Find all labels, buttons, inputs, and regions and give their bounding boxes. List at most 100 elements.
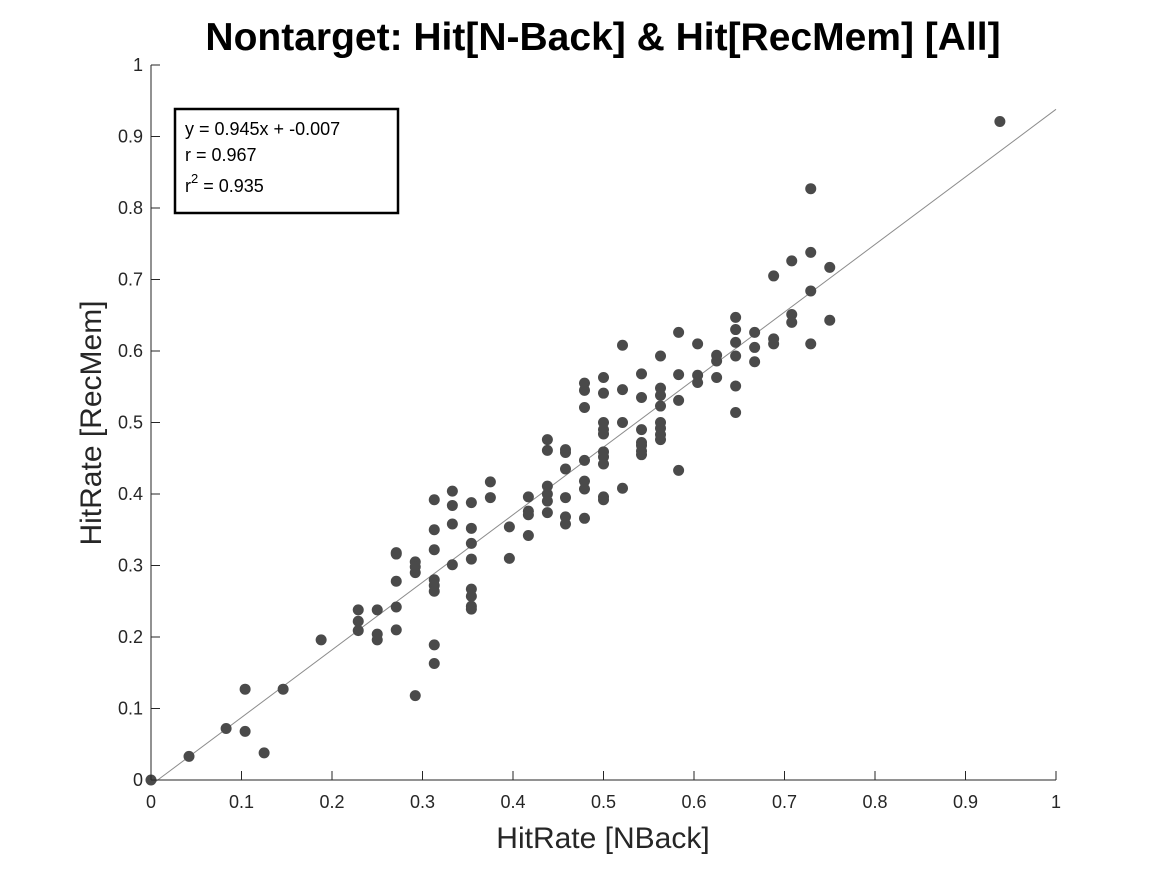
data-point bbox=[428, 657, 440, 669]
data-point bbox=[655, 350, 667, 362]
regression-equation: y = 0.945x + -0.007 bbox=[185, 119, 340, 139]
data-point bbox=[390, 575, 402, 587]
data-point bbox=[805, 183, 817, 195]
data-point bbox=[465, 590, 477, 602]
data-point bbox=[636, 368, 648, 380]
data-point bbox=[522, 529, 534, 541]
data-point bbox=[673, 394, 685, 406]
data-point bbox=[541, 507, 553, 519]
data-point bbox=[636, 424, 648, 436]
y-tick-label: 0.3 bbox=[118, 556, 143, 576]
data-point bbox=[484, 476, 496, 488]
stats-box-border bbox=[173, 107, 400, 215]
data-point bbox=[673, 464, 685, 476]
y-tick-label: 0.9 bbox=[118, 127, 143, 147]
data-point bbox=[371, 604, 383, 616]
data-point bbox=[617, 339, 629, 351]
x-tick-label: 0.5 bbox=[591, 792, 616, 812]
data-point bbox=[598, 458, 609, 470]
data-point bbox=[692, 376, 704, 388]
data-point bbox=[465, 553, 477, 565]
data-point bbox=[559, 492, 571, 504]
data-point bbox=[617, 482, 629, 494]
data-point bbox=[598, 428, 609, 440]
data-point bbox=[465, 537, 477, 549]
data-point bbox=[503, 552, 515, 564]
data-point bbox=[730, 380, 742, 392]
data-point bbox=[749, 341, 761, 353]
data-point bbox=[409, 690, 421, 702]
data-point bbox=[239, 725, 251, 737]
r-squared-exponent: 2 bbox=[191, 171, 198, 186]
data-point bbox=[730, 311, 742, 323]
data-point bbox=[617, 417, 629, 428]
y-tick-label: 0.6 bbox=[118, 341, 143, 361]
data-point bbox=[768, 338, 780, 350]
data-point bbox=[655, 434, 667, 446]
data-point bbox=[390, 624, 402, 636]
data-points bbox=[145, 115, 1006, 786]
y-tick-label: 0.8 bbox=[118, 198, 143, 218]
x-tick-label: 0.8 bbox=[862, 792, 887, 812]
data-point bbox=[541, 444, 553, 456]
data-point bbox=[824, 261, 836, 273]
data-point bbox=[428, 544, 440, 556]
x-tick-label: 0.4 bbox=[500, 792, 525, 812]
x-tick-label: 0.6 bbox=[681, 792, 706, 812]
data-point bbox=[692, 338, 704, 350]
data-point bbox=[598, 387, 609, 399]
data-point bbox=[390, 601, 402, 613]
data-point bbox=[749, 356, 761, 368]
data-point bbox=[446, 559, 458, 571]
data-point bbox=[559, 518, 571, 530]
r-squared-symbol: r bbox=[185, 176, 191, 196]
chart-title: Nontarget: Hit[N-Back] & Hit[RecMem] [Al… bbox=[205, 16, 1000, 59]
y-tick-label: 0.1 bbox=[118, 699, 143, 719]
y-tick-label: 0.7 bbox=[118, 270, 143, 290]
data-point bbox=[598, 494, 609, 506]
data-point bbox=[578, 483, 590, 495]
data-point bbox=[636, 449, 648, 461]
data-point bbox=[428, 585, 440, 597]
data-point bbox=[220, 723, 232, 735]
data-point bbox=[559, 447, 571, 459]
data-point bbox=[446, 485, 458, 497]
r-squared: r2 = 0.935 bbox=[185, 171, 264, 196]
data-point bbox=[428, 639, 440, 651]
data-point bbox=[239, 683, 251, 695]
data-point bbox=[598, 371, 609, 383]
data-point bbox=[730, 324, 742, 336]
data-point bbox=[390, 548, 402, 560]
data-point bbox=[352, 625, 364, 637]
data-point bbox=[484, 492, 496, 504]
data-point bbox=[994, 115, 1006, 127]
data-point bbox=[446, 499, 458, 511]
data-point bbox=[578, 475, 590, 487]
data-point bbox=[786, 316, 798, 328]
data-point bbox=[617, 384, 629, 396]
data-point bbox=[578, 512, 590, 524]
x-axis-ticks: 0 0.1 0.2 0.3 0.4 0.5 0.6 0.7 0.8 0.9 1 bbox=[146, 771, 1061, 812]
data-point bbox=[541, 480, 553, 492]
data-point bbox=[465, 603, 477, 615]
data-point bbox=[559, 463, 571, 475]
data-point bbox=[768, 270, 780, 282]
y-tick-label: 0.2 bbox=[118, 627, 143, 647]
data-point bbox=[711, 371, 723, 383]
x-tick-label: 0 bbox=[146, 792, 156, 812]
data-point bbox=[786, 309, 798, 321]
data-point bbox=[673, 326, 685, 338]
x-tick-label: 0.9 bbox=[953, 792, 978, 812]
y-axis-label: HitRate [RecMem] bbox=[75, 300, 108, 545]
y-tick-label: 1 bbox=[133, 55, 143, 75]
data-point bbox=[805, 246, 817, 258]
plot-area bbox=[145, 108, 1057, 786]
data-point bbox=[465, 497, 477, 509]
y-tick-label: 0.4 bbox=[118, 484, 143, 504]
data-point bbox=[277, 683, 289, 695]
x-tick-label: 0.7 bbox=[772, 792, 797, 812]
x-tick-label: 1 bbox=[1051, 792, 1061, 812]
stats-box: y = 0.945x + -0.007 r = 0.967 r2 = 0.935 bbox=[173, 107, 400, 215]
data-point bbox=[805, 285, 817, 297]
